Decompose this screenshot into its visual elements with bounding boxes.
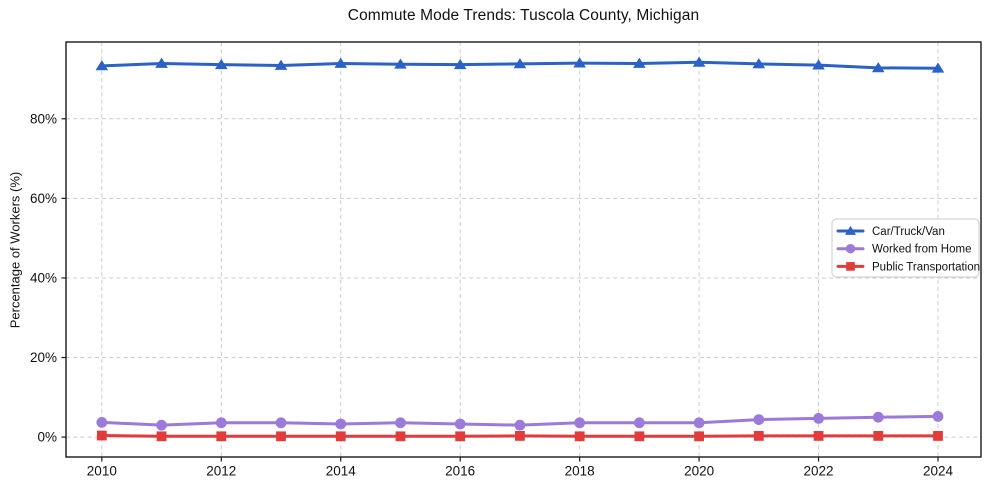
series-worked-from-home-circle-marker [395,417,406,429]
series-worked-from-home-circle-marker [215,417,227,429]
series-worked-from-home-circle-marker [872,411,884,423]
y-tick-label: 20% [30,350,57,365]
series-public-transportation-square-marker [873,431,884,441]
legend-label-car-truck-van: Car/Truck/Van [872,226,945,238]
legend-worked-from-home-circle-marker [845,243,856,254]
series-worked-from-home-circle-marker [96,416,108,428]
series-public-transportation-square-marker [574,431,585,442]
series-public-transportation-square-marker [395,431,406,442]
y-tick-label: 40% [30,270,57,285]
series-public-transportation-square-marker [933,431,943,441]
series-car-truck-van-triangle-marker [573,57,586,68]
series-car-truck-van-triangle-marker [155,57,168,68]
y-axis-label-container: Percentage of Workers (%) [0,42,30,457]
series-public-transportation-square-marker [455,431,466,442]
series-worked-from-home-circle-marker [693,417,705,429]
series-worked-from-home-circle-marker [633,417,645,429]
y-tick-label: 80% [30,111,57,126]
series-worked-from-home-circle-marker [275,417,287,429]
series-public-transportation-square-marker [96,430,107,441]
series-car-truck-van-triangle-marker [394,58,407,69]
series-public-transportation-square-marker [335,431,346,442]
series-public-transportation-square-marker [156,431,167,442]
legend-box [831,218,980,278]
y-axis-label: Percentage of Workers (%) [7,171,23,328]
series-worked-from-home-circle-marker [454,418,466,430]
plot-border [65,41,982,458]
x-tick-label: 2020 [684,464,714,479]
x-tick-label: 2016 [445,464,475,479]
x-tick-label: 2014 [326,464,357,479]
y-tick-label: 0% [37,430,57,445]
series-public-transportation-square-marker [753,431,764,441]
series-public-transportation-square-marker [515,431,525,441]
series-worked-from-home-circle-marker [753,414,765,425]
series-worked-from-home-circle-marker [335,418,347,430]
x-tick-label: 2018 [565,464,595,479]
x-tick-label: 2010 [87,464,117,479]
series-worked-from-home-circle-marker [514,419,526,431]
y-tick-label: 60% [30,191,57,206]
series-public-transportation-square-marker [813,431,824,441]
x-tick-label: 2012 [206,464,236,479]
series-public-transportation-square-marker [216,431,227,442]
series-public-transportation-square-marker [694,431,704,442]
series-worked-from-home-circle-marker [574,417,586,429]
series-car-truck-van-triangle-marker [692,56,706,67]
series-car-truck-van-triangle-marker [95,60,109,71]
series-car-truck-van-triangle-marker [633,57,646,68]
series-worked-from-home-circle-marker [813,413,824,424]
x-tick-label: 2024 [923,464,954,479]
series-public-transportation-square-marker [276,431,286,442]
series-public-transportation-square-marker [634,431,645,442]
legend-label-worked-from-home: Worked from Home [872,244,971,256]
legend-label-public-transportation: Public Transportation [872,261,980,273]
series-car-truck-van-triangle-marker [214,58,228,70]
x-tick-label: 2022 [804,464,834,479]
series-car-truck-van-triangle-marker [931,62,945,73]
series-car-truck-van-triangle-marker [453,58,467,70]
legend-public-transportation-square-marker [846,262,855,271]
series-car-truck-van-triangle-marker [274,59,288,70]
chart-title: Commute Mode Trends: Tuscola County, Mic… [347,7,700,24]
series-car-truck-van-triangle-marker [334,57,348,68]
series-car-truck-van-triangle-marker [871,62,885,73]
series-car-truck-van-triangle-marker [513,58,527,69]
series-car-truck-van-triangle-marker [752,58,766,69]
series-car-truck-van-triangle-marker [812,59,825,70]
series-worked-from-home-circle-marker [156,419,167,431]
series-worked-from-home-circle-marker [932,411,944,422]
legend-car-truck-van-triangle-marker [844,225,857,235]
